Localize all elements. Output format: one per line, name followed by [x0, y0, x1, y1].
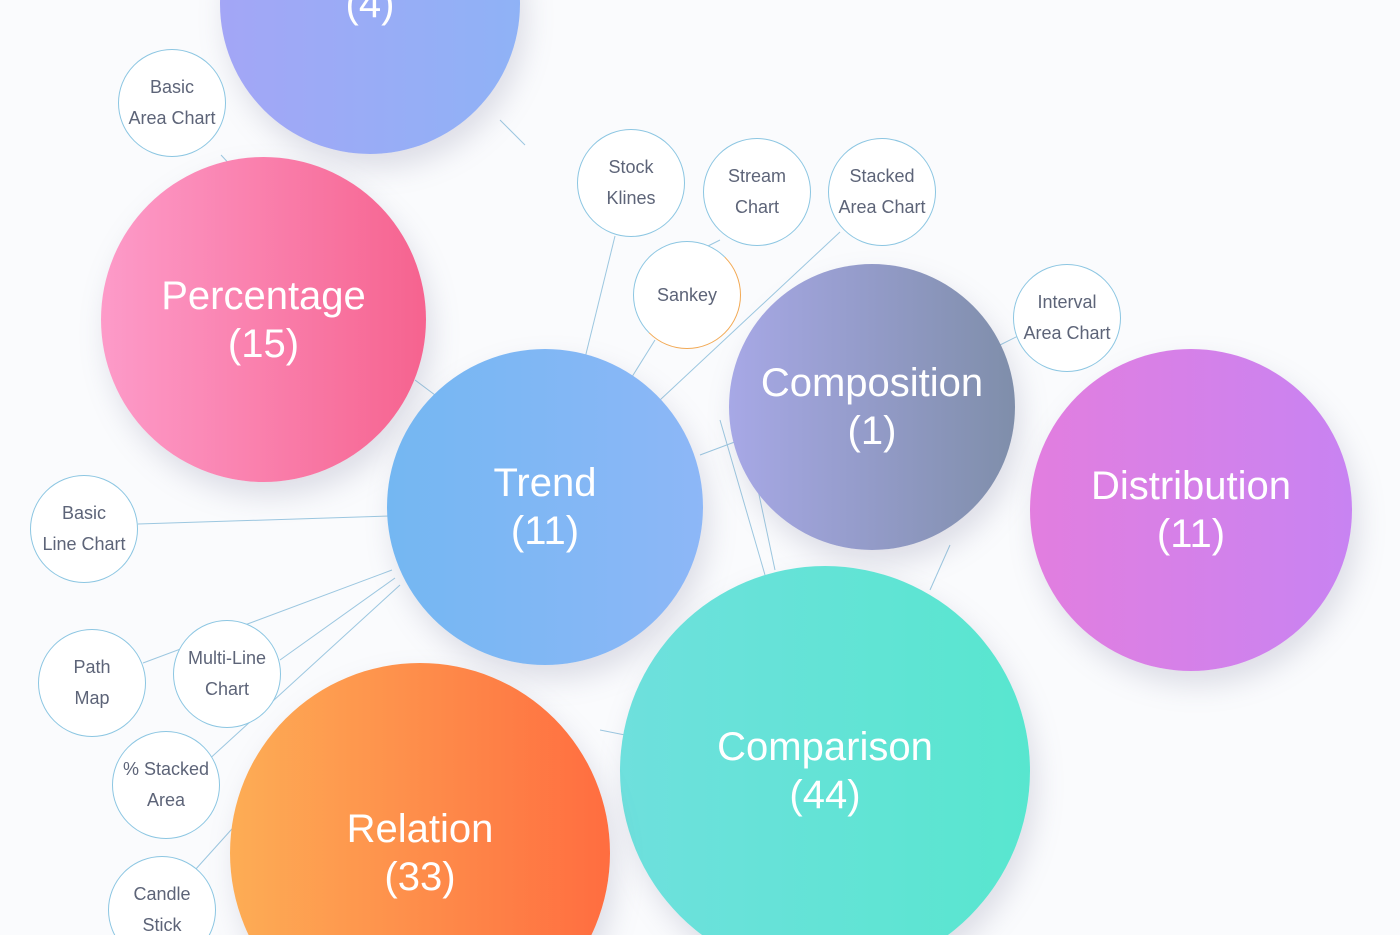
- chart-type-label-line1: Basic: [149, 77, 194, 97]
- chart-type-bubble-sankey[interactable]: Sankey: [633, 241, 741, 349]
- chart-type-label-line2: Map: [74, 688, 110, 708]
- category-bubble-composition[interactable]: Composition (1): [729, 264, 1015, 550]
- category-count: (11): [1156, 512, 1226, 556]
- category-label: Distribution: [1090, 464, 1292, 508]
- connector-line-5: [659, 231, 841, 401]
- category-bubble-percentage[interactable]: Percentage (15): [101, 157, 426, 482]
- category-count: (44): [789, 773, 861, 817]
- chart-type-label-line1: Stream: [727, 166, 787, 186]
- chart-type-label-line2: Area: [146, 790, 186, 810]
- chart-type-label-line2: Chart: [734, 197, 779, 217]
- category-label: Trend: [493, 461, 597, 505]
- chart-type-bubble-path-map[interactable]: Path Map: [38, 629, 146, 737]
- category-bubble-comparison[interactable]: Comparison (44): [620, 566, 1030, 935]
- category-count: (33): [384, 855, 456, 899]
- category-label: Relation: [346, 807, 494, 851]
- connector-line-12: [414, 379, 436, 396]
- chart-type-bubble-basic-area-chart[interactable]: Basic Area Chart: [118, 49, 226, 157]
- category-bubble-distribution[interactable]: Distribution (11): [1030, 349, 1352, 671]
- chart-type-bubble-stock-klines[interactable]: Stock Klines: [577, 129, 685, 237]
- chart-type-bubble-stream-chart[interactable]: Stream Chart: [703, 138, 811, 246]
- connector-line-16: [929, 544, 951, 591]
- chart-type-label-line1: Multi-Line: [187, 648, 267, 668]
- connector-line-9: [279, 577, 396, 661]
- connector-line-7: [137, 515, 391, 525]
- connector-line-2: [584, 235, 616, 359]
- chart-type-label-line2: Stick: [142, 915, 182, 935]
- chart-type-label-line1: Basic: [61, 503, 106, 523]
- category-label: Comparison: [717, 725, 933, 769]
- chart-type-label-line2: Area Chart: [838, 197, 926, 217]
- chart-type-label-line2: Line Chart: [42, 534, 126, 554]
- chart-type-label-line1: Candle: [133, 884, 191, 904]
- chart-type-bubble-candle-stick[interactable]: Candle Stick: [108, 856, 216, 935]
- chart-type-label-line2: Area Chart: [128, 108, 216, 128]
- chart-type-label-line2: Klines: [606, 188, 656, 208]
- category-label: Percentage: [161, 273, 366, 318]
- connector-line-10: [204, 584, 401, 764]
- connector-line-17: [599, 729, 626, 736]
- chart-type-label-line1: Stacked: [849, 166, 915, 186]
- chart-type-bubble-interval-area-chart[interactable]: Interval Area Chart: [1013, 264, 1121, 372]
- connector-line-14: [719, 419, 766, 576]
- chart-type-bubble-basic-line-chart[interactable]: Basic Line Chart: [30, 475, 138, 583]
- chart-type-bubble-multi-line-chart[interactable]: Multi-Line Chart: [173, 620, 281, 728]
- category-count: (4): [345, 0, 395, 26]
- connector-line-4: [629, 339, 656, 381]
- chart-type-bubble-stacked-area-chart[interactable]: Stacked Area Chart: [828, 138, 936, 246]
- category-bubble-trend[interactable]: Trend (11): [387, 349, 703, 665]
- chart-type-label-line2: Area Chart: [1023, 323, 1111, 343]
- chart-type-bubble-percent-stacked-area[interactable]: % Stacked Area: [112, 731, 220, 839]
- category-count: (15): [227, 321, 300, 366]
- chart-type-label-line2: Chart: [204, 679, 249, 699]
- category-count: (1): [847, 409, 897, 453]
- category-count: (11): [510, 509, 580, 553]
- connector-line-1: [499, 119, 526, 146]
- chart-type-label-line1: Stock: [608, 157, 654, 177]
- chart-type-label-line1: % Stacked: [122, 759, 210, 779]
- chart-type-label-line1: Sankey: [656, 284, 718, 305]
- chart-type-label-line1: Path: [73, 657, 111, 677]
- chart-type-label-line1: Interval: [1037, 292, 1097, 312]
- category-label: Composition: [760, 361, 984, 405]
